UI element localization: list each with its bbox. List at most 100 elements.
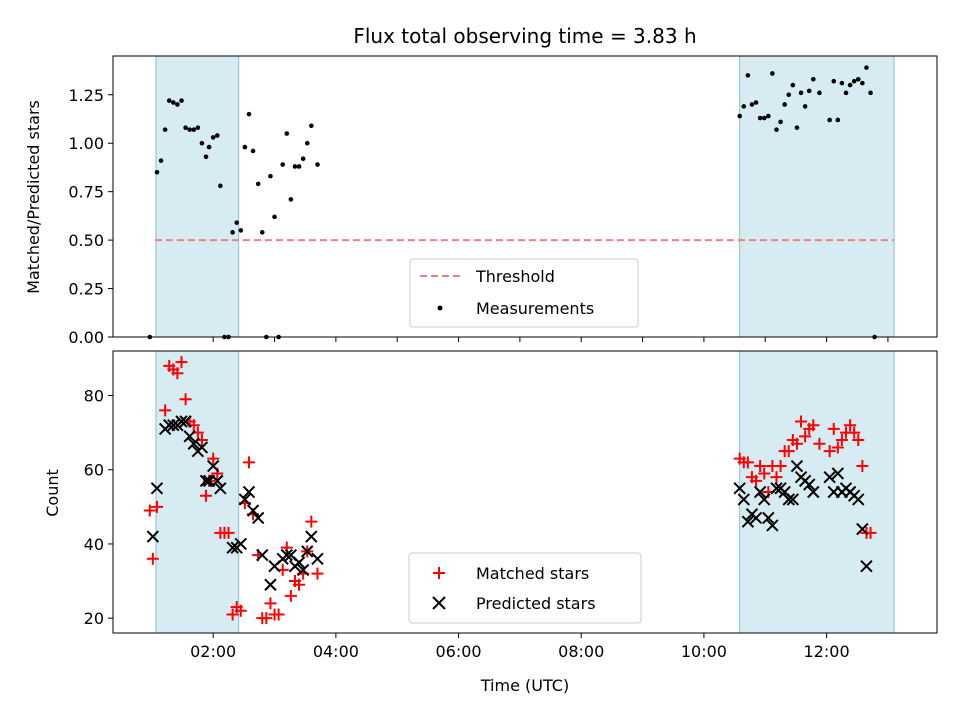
matched-star-point [293,578,306,591]
matched-star-point [311,567,324,580]
measurement-point [238,228,244,233]
y-tick-label: 0.00 [68,328,104,347]
measurement-point [835,117,841,123]
y-tick-label: 0.75 [68,183,104,202]
predicted-star-point [256,548,269,562]
predicted-star-point [146,530,160,543]
y-tick-label: 80 [84,387,104,406]
measurement-point [210,135,216,140]
predicted-star-point [753,485,767,499]
measurement-point [280,162,286,167]
matched-star-point [852,434,865,447]
matched-star-point [848,426,861,439]
measurement-point [786,92,792,98]
predicted-star-point [246,504,260,517]
measurement-point [214,133,220,138]
predicted-star-point [803,478,816,491]
predicted-star-point [175,415,188,428]
bottom-x-axis: 02:00 04:00 06:00 08:00 10:00 12:00 [190,633,850,661]
matched-star-point [143,504,156,517]
measurement-point [183,125,188,131]
measurement-point [782,102,787,107]
matched-star-point [260,612,273,625]
measurement-point [839,80,845,86]
matched-star-point [856,460,869,473]
predicted-star-point [296,563,310,577]
measurement-point [749,102,755,107]
matched-star-point [150,500,163,513]
matched-star-point [226,608,239,621]
predicted-star-point [214,482,227,495]
measurement-point [255,181,261,187]
measurement-point [234,220,240,225]
predicted-star-point [226,541,239,554]
matched-star-point [234,604,247,617]
measurement-point [810,76,816,82]
measurement-point [855,76,861,82]
matched-star-point [795,415,808,428]
measurement-point [741,104,747,109]
predicted-star-point [733,482,746,495]
top-x-axis [212,337,889,342]
legend-measurements-swatch [437,305,443,311]
measurement-point [187,127,192,132]
measurement-point [761,115,767,121]
matched-star-point [171,367,184,380]
measurement-point [284,131,290,136]
measurement-point [802,104,808,109]
measurement-point [315,162,320,167]
measurement-point [179,98,184,103]
matched-star-point [827,422,840,435]
measurement-point [737,113,742,119]
measurement-point [778,119,783,125]
matched-stars-series [143,356,877,625]
bottom-legend-box [408,552,642,624]
x-tick-label: 10:00 [681,642,727,661]
predicted-star-point [790,459,804,473]
measurement-point [798,90,804,96]
predicted-star-point [150,482,164,495]
predicted-star-point [852,493,865,506]
matched-star-point [790,437,803,450]
predicted-star-point [770,482,783,495]
predicted-star-point [305,530,318,543]
predicted-star-point [292,556,306,569]
matched-star-point [835,434,848,447]
legend-measurements-label: Measurements [476,299,594,318]
matched-star-point [175,356,188,369]
predicted-star-point [301,545,314,558]
x-tick-label: 06:00 [435,642,481,661]
measurement-point [864,65,869,70]
matched-star-point [159,404,172,417]
measurement-point [166,98,172,103]
measurement-point [158,158,164,163]
legend-predicted-label: Predicted stars [476,594,596,613]
matched-star-point [844,419,857,432]
shaded-interval [155,55,240,338]
measurement-point [860,80,865,86]
measurement-point [851,78,857,84]
matched-star-point [799,430,812,443]
measurement-point [831,78,837,84]
measurement-point [292,164,298,169]
bottom-x-axis-label: Time (UTC) [480,676,569,695]
matched-star-point [179,393,192,406]
matched-star-point [770,471,783,484]
measurement-point [790,82,796,88]
x-tick-label: 12:00 [804,642,850,661]
bottom-y-axis-label: Count [43,469,62,517]
top-legend: Threshold Measurements [409,258,639,328]
bottom-legend: Matched stars Predicted stars [408,552,642,624]
measurement-point [199,140,205,146]
matched-star-point [200,489,213,502]
legend-matched-label: Matched stars [476,564,589,583]
top-chart-title: Flux total observing time = 3.83 h [353,24,696,48]
predicted-star-point [758,493,771,506]
matched-star-point [305,515,318,528]
measurement-point [745,73,751,78]
measurement-point [766,113,771,119]
legend-threshold-label: Threshold [475,267,555,286]
measurement-point [242,144,248,150]
matched-star-point [831,441,844,454]
